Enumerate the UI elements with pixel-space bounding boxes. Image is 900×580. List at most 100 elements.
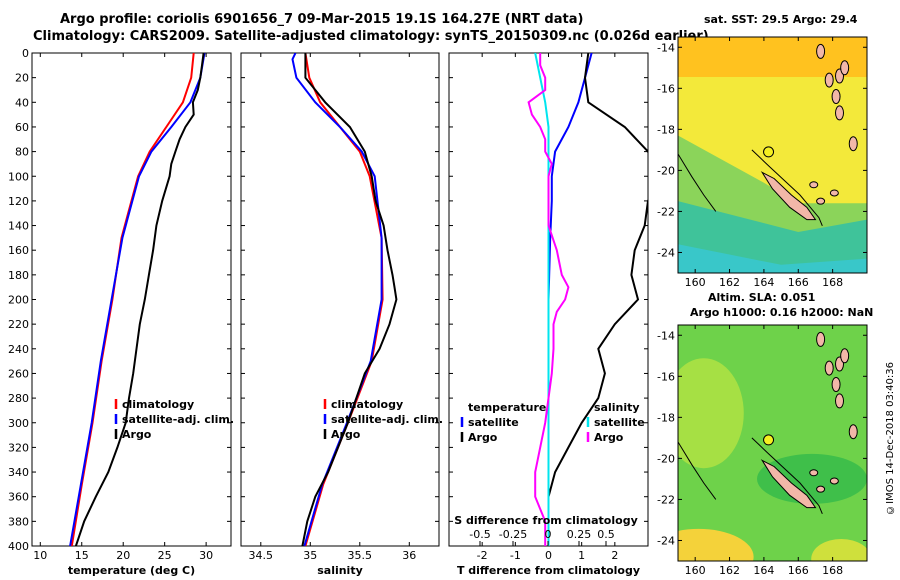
diff-legend-temp-title: temperature <box>468 401 546 414</box>
sst-chesterfield-outline <box>678 153 717 212</box>
sst-map-title: sat. SST: 29.5 Argo: 29.4 <box>704 13 858 26</box>
sla-map-ytick-label: -16 <box>657 370 675 383</box>
sst-float-marker <box>763 146 775 158</box>
salinity-legend-entry: satellite-adj. clim. <box>331 413 443 426</box>
depth-tick-label: 80 <box>15 146 29 159</box>
depth-tick-label: 340 <box>8 466 29 479</box>
sla-island-loyalty <box>809 469 819 477</box>
difference-xtick-label: -2 <box>477 549 488 562</box>
temperature-xtick-label: 30 <box>199 549 213 562</box>
difference-xlabel: T difference from climatology <box>457 564 640 577</box>
diff-s-axis-tick-label: -0.5 <box>469 528 490 541</box>
sst-map-ytick-label: -20 <box>657 164 675 177</box>
temperature-xtick-label: 10 <box>33 549 47 562</box>
difference-xtick-label: -1 <box>510 549 521 562</box>
diff-s-axis-tick-label: 0 <box>545 528 552 541</box>
sst-map-ytick-label: -24 <box>657 246 675 259</box>
sst-island-new-caledonia <box>760 171 817 221</box>
difference-xtick-label: 0 <box>545 549 552 562</box>
temperature-legend-entry: satellite-adj. clim. <box>122 413 234 426</box>
diff-legend-sal-entry: Argo <box>594 431 624 444</box>
difference-xtick-label: 1 <box>578 549 585 562</box>
depth-tick-label: 380 <box>8 515 29 528</box>
diff-s-axis-tick-label: 0.25 <box>567 528 592 541</box>
depth-tick-label: 300 <box>8 417 29 430</box>
difference-xtick-label: 2 <box>611 549 618 562</box>
temperature-series-satellite-adj-clim- <box>69 53 206 546</box>
diff-s-axis-label: S difference from climatology <box>454 514 638 527</box>
sla-map-xtick-label: 162 <box>719 564 740 577</box>
temperature-legend-entry: Argo <box>122 428 152 441</box>
diff-legend-temp-entry: satellite <box>468 416 519 429</box>
sst-island-loyalty <box>829 189 839 197</box>
depth-tick-label: 360 <box>8 491 29 504</box>
depth-tick-label: 20 <box>15 72 29 85</box>
sst-island-vanuatu <box>831 89 841 105</box>
temperature-legend-entry: climatology <box>122 398 194 411</box>
salinity-xtick-label: 35 <box>303 549 317 562</box>
salinity-axes-box <box>240 52 440 547</box>
temperature-xlabel: temperature (deg C) <box>68 564 195 577</box>
sla-float-marker <box>763 434 775 446</box>
salinity-legend-entry: Argo <box>331 428 361 441</box>
salinity-xlabel: salinity <box>317 564 363 577</box>
sst-field-hot <box>678 37 867 77</box>
sst-island-vanuatu <box>848 136 858 152</box>
sst-island-vanuatu <box>835 105 845 121</box>
figure-title-line2: Climatology: CARS2009. Satellite-adjuste… <box>33 29 709 44</box>
sst-map-ytick-label: -16 <box>657 82 675 95</box>
sla-map-frame <box>677 324 868 562</box>
sla-map-title: Altim. SLA: 0.051 <box>708 291 816 304</box>
sla-field-high <box>678 358 744 469</box>
diff-legend-temp-entry: Argo <box>468 431 498 444</box>
depth-tick-label: 140 <box>8 220 29 233</box>
sst-island-vanuatu <box>824 72 834 88</box>
depth-tick-label: 0 <box>22 47 29 60</box>
salinity-xtick-label: 36 <box>402 549 416 562</box>
sst-map-xtick-label: 160 <box>685 276 706 289</box>
salinity-xtick-label: 34.5 <box>249 549 274 562</box>
sst-island-vanuatu <box>816 43 826 59</box>
sla-island-vanuatu <box>831 377 841 393</box>
diff-legend-sal-title: salinity <box>594 401 640 414</box>
sla-map-ytick-label: -24 <box>657 534 675 547</box>
temperature-axes-box <box>31 52 232 547</box>
sla-map-xtick-label: 164 <box>753 564 774 577</box>
depth-tick-label: 100 <box>8 170 29 183</box>
depth-tick-label: 260 <box>8 367 29 380</box>
sst-field-coldest <box>678 244 867 273</box>
sla-map-subtitle: Argo h1000: 0.16 h2000: NaN <box>690 306 874 319</box>
sla-island-new-caledonia <box>760 459 817 509</box>
sst-map-xtick-label: 166 <box>788 276 809 289</box>
diff-s-axis-tick-label: 0.5 <box>597 528 615 541</box>
sla-map-xtick-label: 160 <box>685 564 706 577</box>
salinity-legend-entry: climatology <box>331 398 403 411</box>
sla-island-vanuatu <box>835 393 845 409</box>
sst-island-vanuatu <box>840 60 850 76</box>
sla-map-ytick-label: -18 <box>657 411 675 424</box>
sla-island-vanuatu <box>816 331 826 347</box>
difference-series-s-argo <box>527 53 570 546</box>
depth-tick-label: 400 <box>8 540 29 553</box>
sla-map-ytick-label: -14 <box>657 329 675 342</box>
sst-map-xtick-label: 162 <box>719 276 740 289</box>
diff-legend-sal-entry: satellite <box>594 416 645 429</box>
depth-tick-label: 180 <box>8 269 29 282</box>
sla-island-vanuatu <box>824 360 834 376</box>
depth-tick-label: 60 <box>15 121 29 134</box>
figure-title-line1: Argo profile: coriolis 6901656_7 09-Mar-… <box>60 12 584 27</box>
sla-map-xtick-label: 168 <box>822 564 843 577</box>
temperature-series-argo <box>74 53 205 546</box>
depth-tick-label: 200 <box>8 294 29 307</box>
depth-tick-label: 320 <box>8 441 29 454</box>
sst-map-ytick-label: -18 <box>657 123 675 136</box>
salinity-series-argo <box>301 53 398 546</box>
sla-island-vanuatu <box>848 424 858 440</box>
depth-tick-label: 280 <box>8 392 29 405</box>
sla-map-ytick-label: -22 <box>657 493 675 506</box>
temperature-xtick-label: 25 <box>158 549 172 562</box>
sla-map-ytick-label: -20 <box>657 452 675 465</box>
sst-map-ytick-label: -22 <box>657 205 675 218</box>
sla-chesterfield-outline <box>678 441 717 500</box>
